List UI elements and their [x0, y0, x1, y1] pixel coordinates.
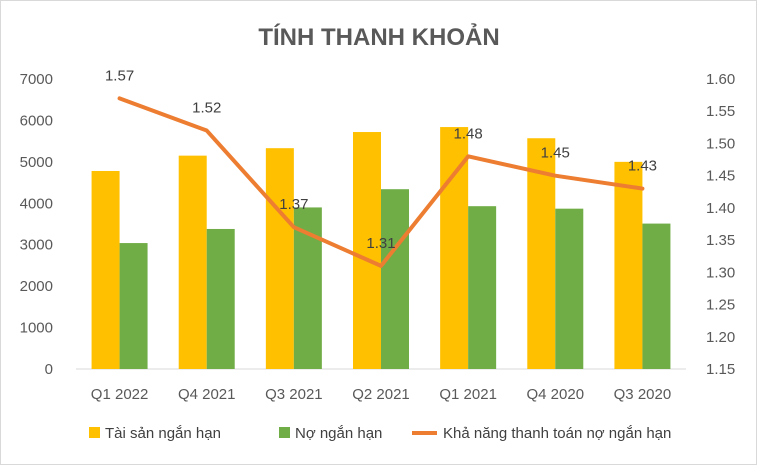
bar-tai-san-ngan-han	[353, 132, 381, 369]
right-axis: 1.15 1.20 1.25 1.30 1.35 1.40 1.45 1.50 1.55 1.60	[706, 71, 735, 378]
bar-tai-san-ngan-han	[265, 148, 294, 369]
right-tick-label: 1.25	[706, 297, 735, 314]
bar-no-ngan-han	[555, 208, 584, 369]
left-tick-label: 6000	[20, 112, 53, 129]
right-tick-label: 1.20	[706, 329, 735, 346]
left-axis: 0 1000 2000 3000 4000 5000 6000 7000	[20, 71, 53, 378]
line-data-label: 1.57	[105, 67, 134, 84]
right-tick-label: 1.40	[706, 200, 735, 217]
bars	[91, 127, 671, 369]
line-kha-nang-thanh-toan	[117, 96, 645, 268]
right-tick-label: 1.35	[706, 232, 735, 249]
chart-title: TÍNH THANH KHOẢN	[258, 22, 499, 51]
legend-label-tai-san-ngan-han: Tài sản ngắn hạn	[105, 425, 221, 442]
line-data-label: 1.31	[366, 235, 395, 252]
bar-no-ngan-han	[642, 223, 671, 369]
bar-tai-san-ngan-han	[527, 138, 556, 369]
category-label: Q4 2020	[527, 386, 585, 403]
bar-no-ngan-han	[468, 206, 497, 369]
legend-label-no-ngan-han: Nợ ngắn hạn	[295, 425, 382, 442]
right-tick-label: 1.15	[706, 361, 735, 378]
bar-no-ngan-han	[119, 243, 148, 369]
line-data-label: 1.48	[454, 125, 483, 142]
category-label: Q4 2021	[178, 386, 236, 403]
category-labels: Q1 2022 Q4 2021 Q3 2021 Q2 2021 Q1 2021 Q4 20…	[91, 386, 671, 403]
category-label: Q2 2021	[352, 386, 410, 403]
left-tick-label: 7000	[20, 71, 53, 88]
line-data-label: 1.45	[541, 145, 570, 162]
line-data-label: 1.52	[192, 100, 221, 117]
bar-no-ngan-han	[381, 189, 409, 369]
right-tick-label: 1.50	[706, 135, 735, 152]
category-label: Q1 2022	[91, 386, 149, 403]
legend-label-kha-nang-thanh-toan: Khả năng thanh toán nợ ngắn hạn	[443, 425, 671, 442]
bar-tai-san-ngan-han	[178, 155, 207, 369]
right-tick-label: 1.60	[706, 71, 735, 88]
category-label: Q1 2021	[439, 386, 497, 403]
right-tick-label: 1.45	[706, 168, 735, 185]
legend: Tài sản ngắn hạn Nợ ngắn hạn Khả năng than…	[89, 425, 671, 442]
line-data-label: 1.37	[279, 196, 308, 213]
bar-no-ngan-han	[206, 228, 235, 369]
left-tick-label: 2000	[20, 278, 53, 295]
bar-tai-san-ngan-han	[614, 161, 643, 369]
category-label: Q3 2020	[614, 386, 672, 403]
line-series: 1.57 1.52 1.37 1.31 1.48 1.45 1.43	[105, 67, 657, 268]
left-tick-label: 5000	[20, 154, 53, 171]
legend-swatch-no-ngan-han	[279, 427, 290, 438]
bar-tai-san-ngan-han	[91, 170, 120, 369]
left-tick-label: 0	[45, 361, 53, 378]
bar-tai-san-ngan-han	[440, 127, 469, 369]
legend-swatch-tai-san-ngan-han	[89, 427, 100, 438]
left-tick-label: 3000	[20, 237, 53, 254]
left-tick-label: 4000	[20, 195, 53, 212]
right-tick-label: 1.30	[706, 264, 735, 281]
category-label: Q3 2021	[265, 386, 323, 403]
left-tick-label: 1000	[20, 320, 53, 337]
line-data-label: 1.43	[628, 158, 657, 175]
right-tick-label: 1.55	[706, 103, 735, 120]
